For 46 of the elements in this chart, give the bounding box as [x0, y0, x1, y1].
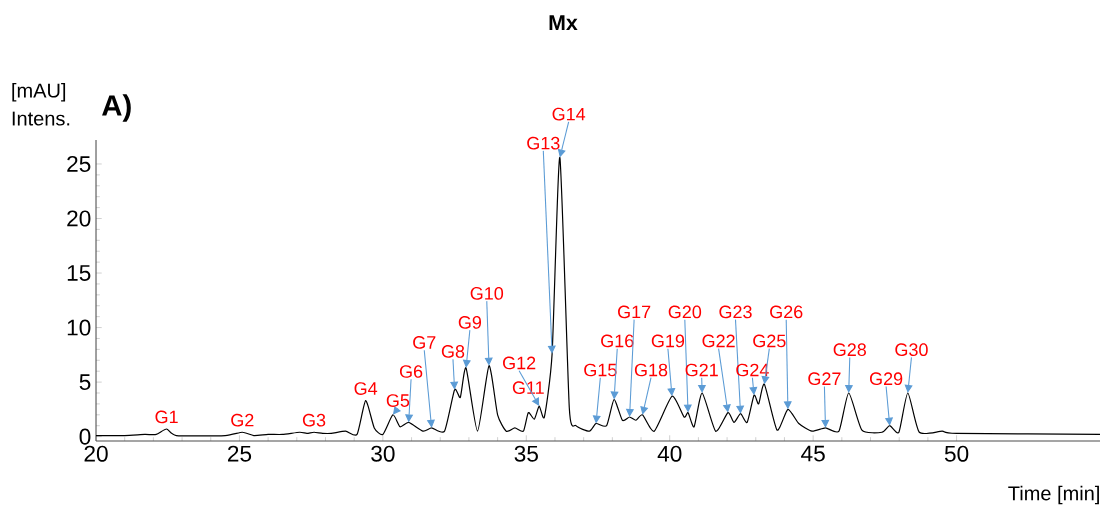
- annotation: G4: [354, 382, 378, 395]
- x-axis-title: Time [min]: [1008, 485, 1099, 505]
- annotation: G9: [458, 316, 482, 329]
- annotation: G30: [895, 343, 928, 357]
- annotation: G12: [503, 356, 536, 370]
- annotation: G29: [869, 372, 903, 386]
- annotation: G26: [770, 305, 803, 319]
- annotation: G25: [753, 334, 786, 348]
- x-tick-label: 50: [944, 445, 969, 462]
- annotation: G6: [399, 365, 423, 378]
- y-tick-label: 20: [67, 210, 91, 227]
- annotation: G17: [618, 305, 651, 319]
- annotation: G5: [386, 394, 410, 407]
- annotation: G16: [601, 334, 634, 348]
- annotation: G24: [736, 363, 769, 377]
- annotation: G2: [231, 413, 254, 427]
- annotation: G21: [685, 363, 718, 377]
- annotation: G19: [651, 334, 685, 348]
- annotation: G18: [634, 363, 668, 377]
- annotation: G22: [702, 334, 735, 348]
- y-tick-label: 15: [67, 265, 91, 281]
- annotation: G23: [719, 305, 752, 319]
- y-tick-label: 10: [67, 319, 91, 336]
- text: A): [102, 94, 131, 122]
- annotation: G27: [808, 372, 841, 386]
- y-axis-title: [mAU] Intens.: [12, 82, 70, 126]
- annotation: G13: [527, 136, 560, 150]
- annotation: G8: [441, 345, 465, 358]
- x-tick-label: 35: [514, 445, 538, 462]
- annotation: G7: [413, 336, 436, 349]
- y-tick-label: 5: [79, 374, 91, 391]
- annotation: G14: [552, 107, 586, 121]
- x-tick-label: 30: [371, 445, 395, 462]
- x-tick-label: 45: [801, 445, 825, 462]
- chart-title: Mx: [549, 15, 578, 31]
- annotation: G11: [512, 381, 544, 395]
- annotation: G1: [155, 410, 178, 424]
- annotation: G28: [833, 343, 866, 357]
- x-tick-label: 40: [657, 445, 682, 462]
- annotation: G10: [470, 287, 504, 300]
- y-tick-label: 25: [67, 155, 91, 173]
- annotation: G15: [584, 363, 617, 377]
- y-tick-label: 0: [79, 428, 91, 445]
- annotation: G3: [302, 413, 326, 427]
- annotation: G20: [668, 305, 702, 319]
- x-tick-label: 25: [227, 445, 252, 462]
